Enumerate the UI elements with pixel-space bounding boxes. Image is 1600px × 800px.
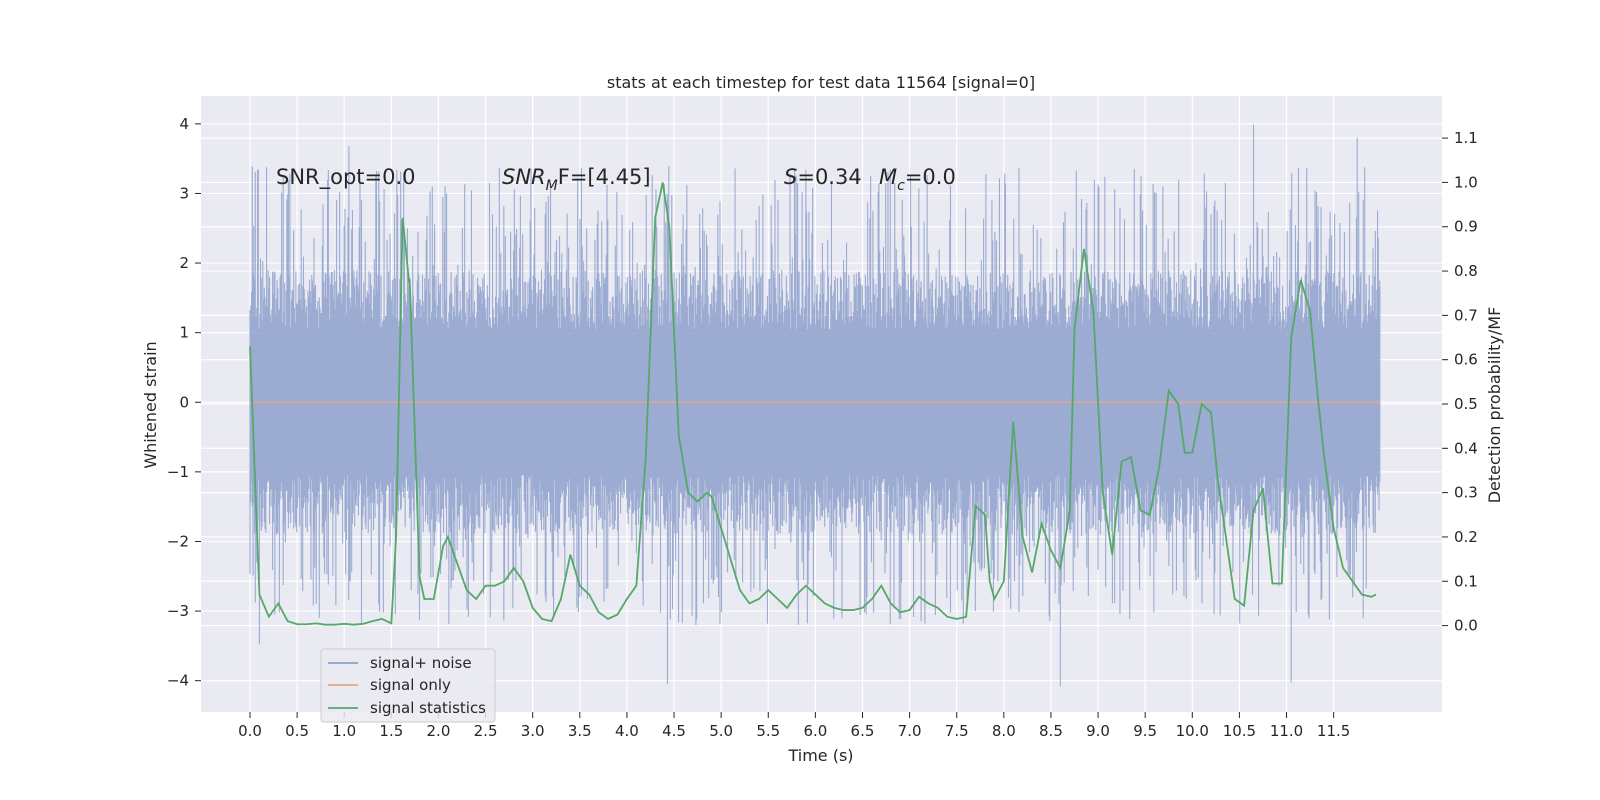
y-right-tick-label: 1.1: [1454, 129, 1478, 147]
annotation-mc-value: =0.0: [905, 165, 956, 189]
x-tick-label: 1.5: [379, 722, 403, 740]
x-tick-label: 6.5: [851, 722, 875, 740]
y-right-tick-label: 0.0: [1454, 617, 1478, 635]
annotation-snr-mf-rest: F=[4.45]: [558, 165, 651, 189]
legend-label-noise: signal+ noise: [370, 654, 472, 672]
legend-label-stats: signal statistics: [370, 699, 486, 717]
right-y-axis-label: Detection probability/MF: [1485, 307, 1504, 504]
y-right-tick-label: 0.4: [1454, 439, 1478, 457]
x-tick-label: 9.0: [1086, 722, 1110, 740]
left-y-axis-ticks: 4 3 2 1 0 −1 −2 −3 −4: [167, 115, 201, 690]
noise-series: [249, 124, 1381, 687]
y-right-tick-label: 1.0: [1454, 173, 1478, 191]
y-left-tick-label: 1: [179, 324, 189, 342]
y-right-tick-label: 0.7: [1454, 306, 1478, 324]
annotation-snr-opt: SNR_opt=0.0: [276, 165, 416, 190]
legend-box: [320, 648, 496, 723]
legend: signal+ noise signal only signal statist…: [320, 648, 496, 723]
legend-label-signal: signal only: [370, 676, 451, 694]
y-left-tick-label: −4: [167, 672, 189, 690]
x-tick-label: 10.5: [1223, 722, 1256, 740]
x-tick-label: 3.5: [568, 722, 592, 740]
x-axis-ticks: 0.0 0.5 1.0 1.5 2.0 2.5 3.0 3.5 4.0 4.5 5.0 5.5 6.0 6…: [238, 712, 1350, 740]
y-right-tick-label: 0.6: [1454, 351, 1478, 369]
x-axis-label: Time (s): [787, 746, 853, 765]
y-left-tick-label: 3: [179, 184, 189, 202]
x-tick-label: 6.0: [803, 722, 827, 740]
y-right-tick-label: 0.8: [1454, 262, 1478, 280]
y-right-tick-label: 0.1: [1454, 572, 1478, 590]
chart-title: stats at each timestep for test data 115…: [607, 73, 1035, 92]
x-tick-label: 11.5: [1317, 722, 1350, 740]
x-tick-label: 8.0: [992, 722, 1016, 740]
left-y-axis-label: Whitened strain: [141, 341, 160, 468]
x-tick-label: 8.5: [1039, 722, 1063, 740]
y-right-tick-label: 0.5: [1454, 395, 1478, 413]
y-left-tick-label: −2: [167, 532, 189, 550]
y-right-tick-label: 0.9: [1454, 218, 1478, 236]
x-tick-label: 0.0: [238, 722, 262, 740]
y-right-tick-label: 0.3: [1454, 484, 1478, 502]
right-y-axis-ticks: 1.1 1.0 0.9 0.8 0.7 0.6 0.5 0.4 0.3 0.2 0.1 0.0: [1442, 129, 1478, 635]
annotation-s-var: S: [784, 165, 797, 189]
y-left-tick-label: 0: [179, 393, 189, 411]
annotation-mc: Mc=0.0: [879, 165, 956, 194]
y-left-tick-label: −3: [167, 602, 189, 620]
x-tick-label: 5.5: [756, 722, 780, 740]
y-left-tick-label: −1: [167, 463, 189, 481]
y-left-tick-label: 2: [179, 254, 189, 272]
annotation-mc-var: M: [879, 165, 897, 189]
x-tick-label: 10.0: [1176, 722, 1209, 740]
x-tick-label: 7.0: [898, 722, 922, 740]
x-tick-label: 4.5: [662, 722, 686, 740]
x-tick-label: 11.0: [1270, 722, 1303, 740]
annotation-s: S=0.34: [784, 165, 862, 189]
y-right-tick-label: 0.2: [1454, 528, 1478, 546]
noise-trace: [249, 124, 1381, 687]
x-tick-label: 1.0: [332, 722, 356, 740]
annotation-snr-mf: SNRMF=[4.45]: [502, 165, 651, 194]
annotation-mc-sub: c: [897, 178, 905, 194]
annotation-s-value: =0.34: [797, 165, 861, 189]
y-left-tick-label: 4: [179, 115, 189, 133]
x-tick-label: 4.0: [615, 722, 639, 740]
x-tick-label: 2.0: [427, 722, 451, 740]
x-tick-label: 0.5: [285, 722, 309, 740]
x-tick-label: 5.0: [709, 722, 733, 740]
x-tick-label: 7.5: [945, 722, 969, 740]
x-tick-label: 9.5: [1133, 722, 1157, 740]
annotation-snr-mf-main: SNR: [502, 165, 546, 189]
x-tick-label: 2.5: [474, 722, 498, 740]
x-tick-label: 3.0: [521, 722, 545, 740]
annotation-snr-mf-sub: M: [546, 178, 558, 194]
signal-statistics-line: [249, 182, 1377, 626]
